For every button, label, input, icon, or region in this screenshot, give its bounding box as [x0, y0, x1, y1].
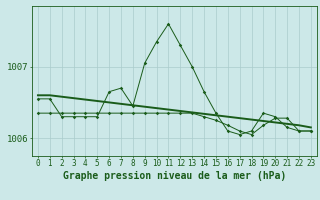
X-axis label: Graphe pression niveau de la mer (hPa): Graphe pression niveau de la mer (hPa)	[63, 171, 286, 181]
